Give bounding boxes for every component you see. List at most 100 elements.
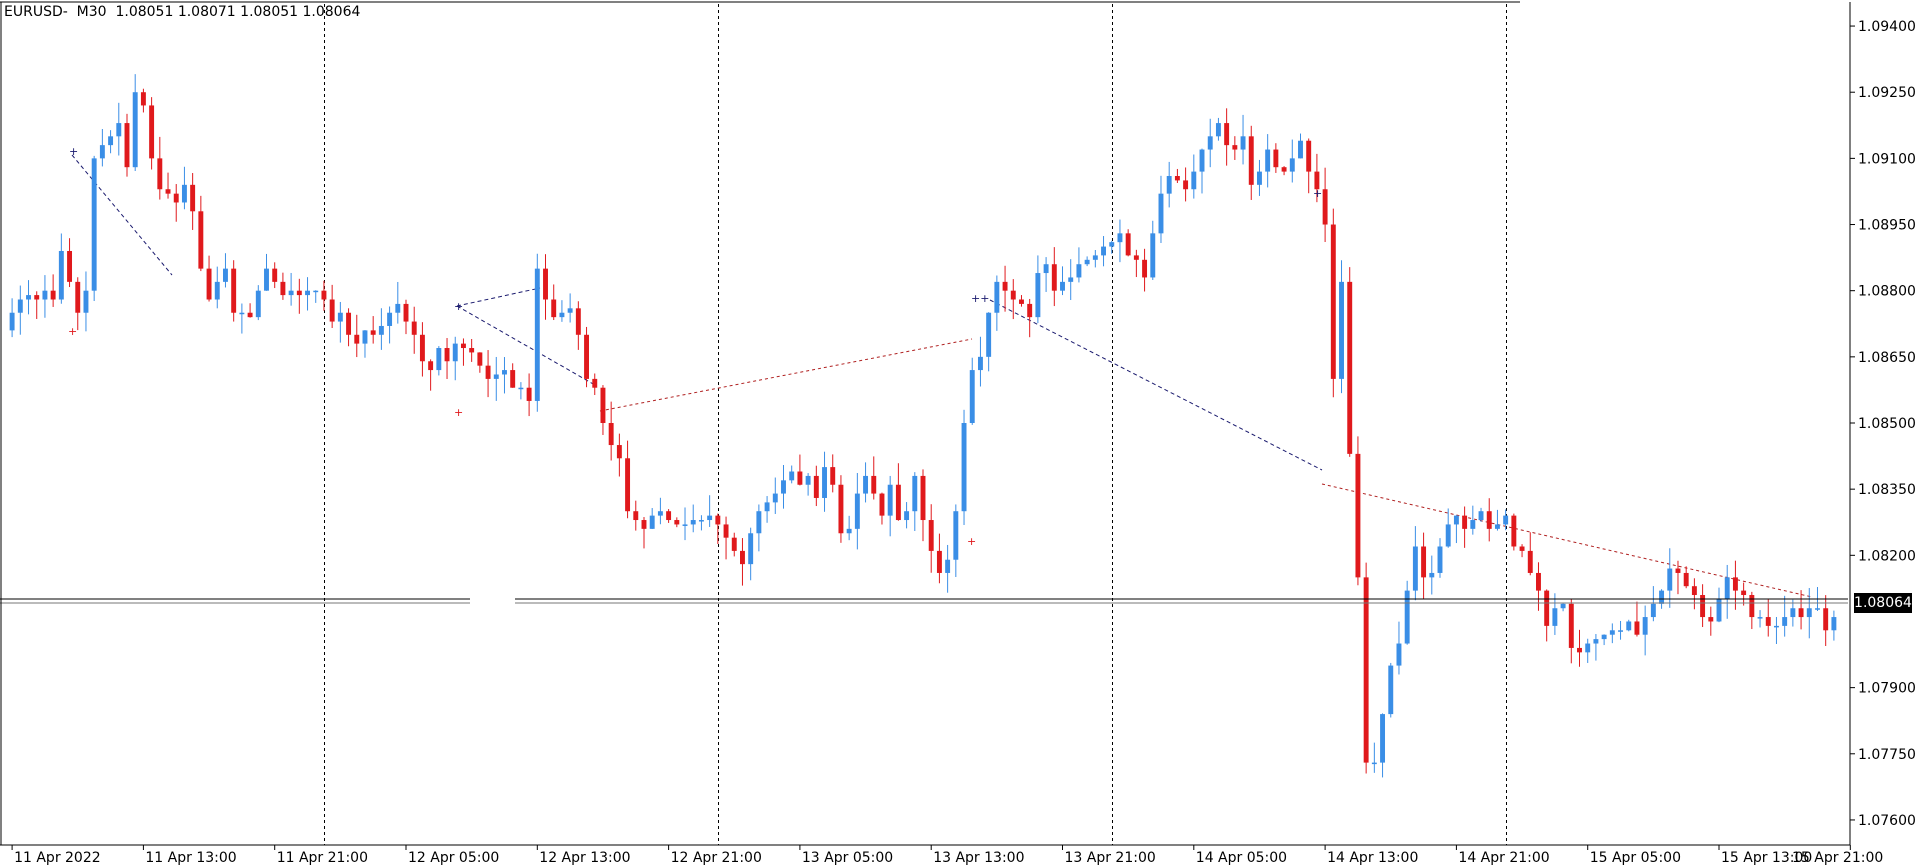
candle [748,527,754,581]
candle-body [1577,647,1582,653]
candle-body [83,290,89,313]
candle [502,357,507,394]
candle [1281,166,1287,176]
candle-body [690,520,696,525]
x-tick-label: 14 Apr 21:00 [1458,850,1549,866]
candle-body [255,290,261,318]
candle [1166,161,1172,208]
candle [124,113,130,177]
candle [608,401,614,461]
candle [1601,634,1607,646]
candle-body [223,268,228,282]
candle-body [813,475,819,498]
candle [1207,118,1213,168]
candle-body [214,281,220,300]
candle-body [641,520,647,529]
candle [1445,508,1451,548]
candle [493,356,499,401]
candle-body [1741,590,1747,596]
candle-body [1527,550,1533,573]
candle [436,346,442,376]
candle [1741,582,1747,606]
candle [116,102,122,156]
candle [1174,168,1180,184]
candle [1396,621,1402,675]
candle [1240,114,1246,165]
candle [510,363,516,388]
candle-body [1248,136,1254,185]
x-tick-label: 12 Apr 13:00 [539,850,630,866]
marker-red-2: + [454,406,463,419]
candle-body [1388,665,1394,715]
candle [822,451,827,512]
candle-body [1265,149,1271,172]
candle-body [1191,171,1197,190]
candle [485,350,491,398]
candle [198,195,204,272]
candle-body [871,475,877,494]
candle [797,454,803,486]
candle-body [1732,577,1738,591]
candle [34,291,40,319]
candle-body [1289,158,1295,172]
candle [813,465,819,507]
candle-body [108,136,114,146]
candle [1027,298,1033,338]
candle-body [789,471,795,481]
candle-body [1158,193,1164,234]
candle [1355,436,1361,586]
candle [1068,259,1074,301]
candle [452,336,458,381]
candle [764,496,770,523]
candle [181,166,187,210]
candle-body [600,387,606,423]
candle-body [526,387,532,401]
candle [600,385,606,435]
candle [616,433,622,477]
candle-body [1544,590,1550,626]
candle-body [961,423,967,512]
candle [518,382,524,400]
candle [157,136,163,200]
candle-body [1133,255,1139,260]
candle [1700,584,1706,628]
candle-body [346,312,352,335]
candle-body [1675,568,1681,573]
candle [9,298,15,338]
candle-body [1166,176,1172,194]
trendline-blue-4 [989,299,1323,471]
candle [1347,267,1353,457]
chart-title: EURUSD- M30 1.08051 1.08071 1.08051 1.08… [4,4,361,20]
candle-body [436,348,442,371]
candle-body [977,356,983,371]
candle-body [272,268,278,282]
candle-body [781,480,786,494]
candle [67,238,73,288]
y-axis: 1.09400 1.09250 1.09100 1.08950 1.08800 1.086… [1850,19,1916,829]
candle-body [1486,511,1492,529]
candle-body [920,475,926,521]
candle-body [1298,140,1303,159]
candle-body [953,511,959,560]
candle [247,303,253,318]
candle-body [1142,259,1148,278]
candle-body [17,299,23,313]
candle [1150,220,1156,280]
candle [1248,125,1254,200]
candle [1437,538,1443,578]
candle [994,275,1000,331]
candle-body [559,312,565,318]
candle [354,314,360,358]
candle [403,299,409,335]
candle [1322,167,1328,243]
candle-body [1150,233,1156,278]
candle [953,504,959,577]
trendline-red-1 [599,338,973,412]
candle-body [772,493,778,503]
candle [1142,248,1148,292]
trendline-red-2 [1321,483,1813,598]
candle-body [354,334,360,344]
candle-body [822,467,827,498]
